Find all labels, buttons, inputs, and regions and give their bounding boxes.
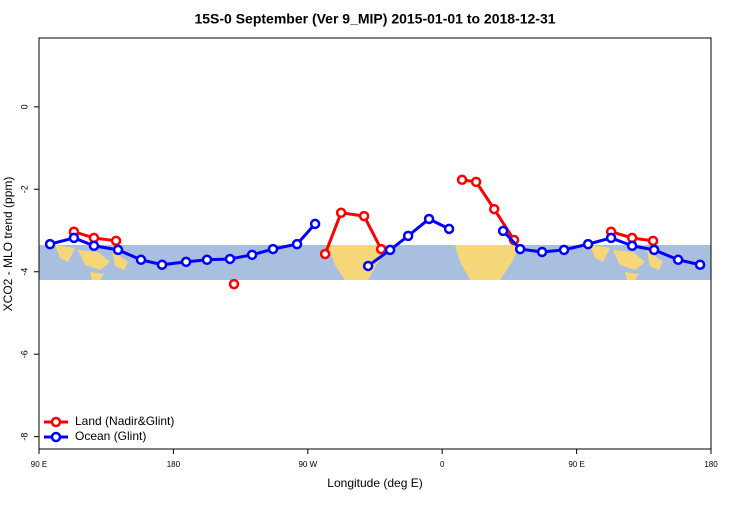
point [605,232,617,244]
y-axis-title: XCO2 - MLO trend (ppm) [1,177,15,312]
legend-label: Land (Nadir&Glint) [75,414,174,428]
legend-marker [50,431,62,443]
x-tick-label: 180 [704,460,718,469]
point [375,243,387,255]
y-tick-label: -4 [19,268,29,276]
point [694,259,706,270]
point [112,244,124,256]
point [582,238,594,250]
point [384,244,396,256]
point [44,238,56,250]
point [488,203,500,215]
point [180,256,192,268]
point [68,232,80,244]
point [228,278,240,290]
point [267,243,279,255]
chart-title: 15S-0 September (Ver 9_MIP) 2015-01-01 t… [194,11,555,27]
point [201,254,213,266]
y-tick-label: -6 [19,350,29,358]
point [362,260,374,272]
point [456,174,468,186]
point [309,218,321,230]
point [558,244,570,256]
point [648,244,660,256]
point [672,254,684,266]
x-tick-label: 90 E [568,460,584,469]
point [88,240,100,252]
point [246,249,258,261]
y-tick-label: 0 [19,104,29,109]
point [626,240,638,252]
point [135,254,147,266]
x-tick-label: 90 W [298,460,317,469]
y-tick-label: -8 [19,433,29,441]
x-tick-label: 180 [167,460,181,469]
point [291,238,303,250]
point [402,230,414,242]
land-area [590,245,663,280]
point [110,235,122,247]
x-tick-label: 0 [440,460,445,469]
land-area [328,245,388,280]
point [647,235,659,247]
land-area [455,245,520,280]
legend-label: Ocean (Glint) [75,429,146,443]
point [536,246,548,258]
y-tick-label: -2 [19,185,29,193]
point [224,253,236,265]
point [335,207,347,219]
x-axis-title: Longitude (deg E) [327,476,422,490]
point [319,248,331,260]
point [423,213,435,225]
x-tick-label: 90 E [31,460,47,469]
point [358,210,370,222]
land-area [55,245,128,280]
point [470,176,482,188]
point [497,225,509,237]
point [156,259,168,270]
point [514,243,526,255]
plot-frame [38,37,712,450]
point [443,223,455,235]
legend-marker [50,416,62,428]
